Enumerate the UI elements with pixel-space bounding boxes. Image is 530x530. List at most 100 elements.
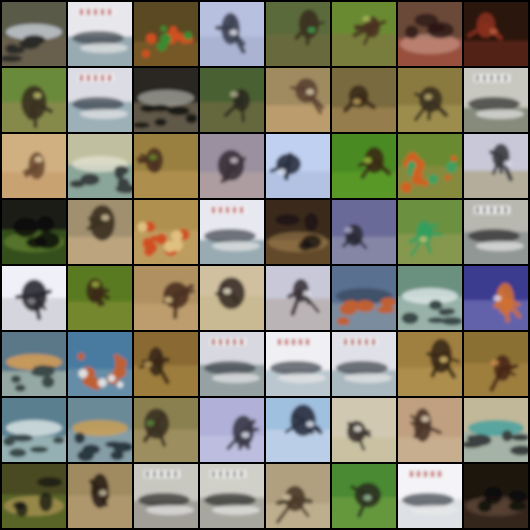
grid-tile [332, 134, 396, 198]
tile-image [2, 332, 66, 396]
grid-tile [68, 134, 132, 198]
tile-image [2, 464, 66, 528]
tile-image [266, 332, 330, 396]
grid-tile [266, 68, 330, 132]
tile-image [200, 464, 264, 528]
grid-tile [464, 464, 528, 528]
tile-image [68, 68, 132, 132]
tile-image [464, 134, 528, 198]
grid-tile [134, 398, 198, 462]
grid-tile [68, 266, 132, 330]
tile-image [332, 332, 396, 396]
grid-tile [200, 266, 264, 330]
grid-tile [68, 332, 132, 396]
grid-tile [68, 464, 132, 528]
grid-tile [134, 332, 198, 396]
tile-image [2, 68, 66, 132]
tile-image [266, 68, 330, 132]
grid-tile [332, 200, 396, 264]
tile-image [464, 68, 528, 132]
grid-tile [398, 398, 462, 462]
tile-image [266, 398, 330, 462]
grid-tile [266, 266, 330, 330]
tile-image [68, 2, 132, 66]
tile-image [464, 464, 528, 528]
grid-tile [134, 266, 198, 330]
tile-image [398, 2, 462, 66]
tile-image [134, 266, 198, 330]
tile-image [134, 332, 198, 396]
grid-tile [332, 266, 396, 330]
tile-image [134, 2, 198, 66]
tile-image [68, 464, 132, 528]
tile-image [134, 464, 198, 528]
grid-tile [464, 266, 528, 330]
tile-image [398, 266, 462, 330]
grid-tile [200, 398, 264, 462]
tile-image [332, 266, 396, 330]
grid-tile [134, 2, 198, 66]
tile-image [332, 464, 396, 528]
grid-tile [68, 398, 132, 462]
tile-image [464, 200, 528, 264]
grid-tile [332, 68, 396, 132]
grid-tile [266, 398, 330, 462]
grid-tile [332, 332, 396, 396]
grid-tile [2, 68, 66, 132]
grid-tile [200, 2, 264, 66]
tile-image [464, 2, 528, 66]
grid-tile [134, 464, 198, 528]
tile-image [134, 134, 198, 198]
tile-image [200, 2, 264, 66]
tile-image [332, 200, 396, 264]
tile-image [2, 200, 66, 264]
tile-image [398, 332, 462, 396]
grid-tile [464, 200, 528, 264]
tile-image [464, 332, 528, 396]
grid-tile [398, 68, 462, 132]
tile-image [134, 200, 198, 264]
tile-image [266, 266, 330, 330]
grid-tile [134, 134, 198, 198]
tile-image [464, 398, 528, 462]
tile-image [398, 68, 462, 132]
tile-image [464, 266, 528, 330]
grid-tile [68, 2, 132, 66]
grid-tile [2, 200, 66, 264]
grid-tile [266, 464, 330, 528]
tile-image [2, 134, 66, 198]
tile-image [68, 398, 132, 462]
grid-tile [2, 464, 66, 528]
grid-tile [332, 398, 396, 462]
grid-tile [266, 2, 330, 66]
grid-tile [134, 200, 198, 264]
tile-image [68, 332, 132, 396]
grid-tile [464, 332, 528, 396]
grid-tile [266, 134, 330, 198]
grid-tile [398, 266, 462, 330]
tile-image [134, 398, 198, 462]
grid-tile [266, 200, 330, 264]
grid-tile [464, 2, 528, 66]
tile-image [2, 398, 66, 462]
tile-image [398, 200, 462, 264]
tile-image [398, 134, 462, 198]
grid-tile [332, 2, 396, 66]
tile-image [200, 134, 264, 198]
grid-tile [266, 332, 330, 396]
tile-image [200, 68, 264, 132]
tile-image [2, 266, 66, 330]
tile-image [266, 200, 330, 264]
grid-tile [464, 68, 528, 132]
grid-tile [68, 200, 132, 264]
grid-tile [464, 398, 528, 462]
tile-image [68, 266, 132, 330]
grid-tile [68, 68, 132, 132]
grid-tile [2, 2, 66, 66]
tile-image [398, 464, 462, 528]
grid-tile [332, 464, 396, 528]
grid-tile [398, 200, 462, 264]
grid-tile [200, 68, 264, 132]
grid-tile [200, 464, 264, 528]
